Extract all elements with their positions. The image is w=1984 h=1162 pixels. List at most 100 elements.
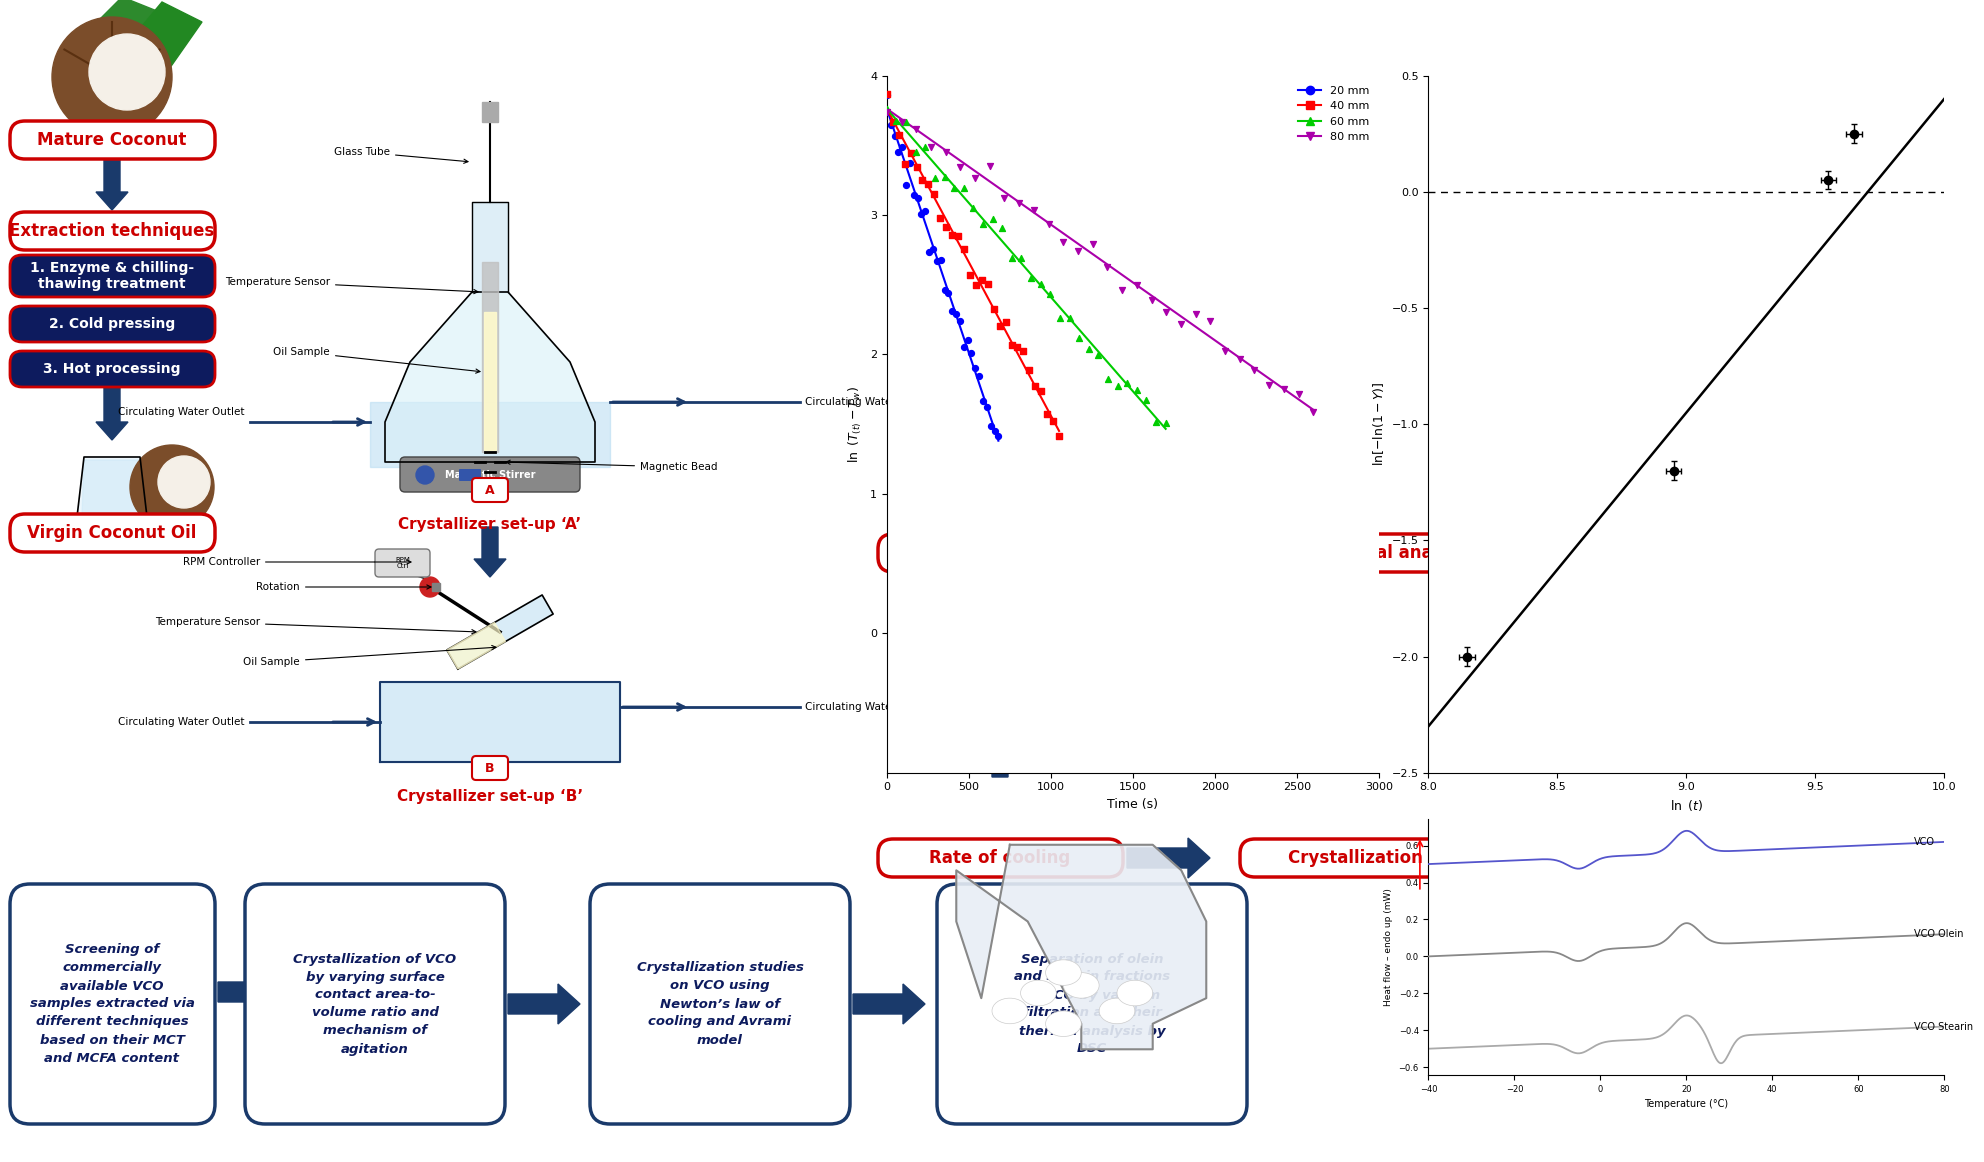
Point <box>903 188 934 207</box>
Legend: 20 mm, 40 mm, 60 mm, 80 mm: 20 mm, 40 mm, 60 mm, 80 mm <box>1294 81 1373 146</box>
Point <box>974 416 1006 435</box>
Point <box>1038 413 1069 431</box>
Point <box>1135 292 1167 310</box>
Text: Thermal analysis: Thermal analysis <box>1315 544 1474 562</box>
FancyBboxPatch shape <box>375 548 431 578</box>
Point <box>930 143 962 162</box>
Polygon shape <box>381 682 619 762</box>
Text: Virgin Coconut Oil: Virgin Coconut Oil <box>28 524 196 541</box>
Text: Temperature Sensor: Temperature Sensor <box>155 617 476 633</box>
Point <box>1083 346 1115 365</box>
Text: A: A <box>486 483 494 496</box>
Point <box>901 143 932 162</box>
FancyBboxPatch shape <box>10 211 214 250</box>
Point <box>1151 302 1182 321</box>
Point <box>1004 194 1036 213</box>
Point <box>978 422 1010 440</box>
Point <box>1101 376 1133 395</box>
Circle shape <box>417 466 434 485</box>
Text: B: B <box>486 761 494 775</box>
FancyBboxPatch shape <box>589 884 849 1124</box>
Point <box>901 158 932 177</box>
Polygon shape <box>369 402 609 467</box>
Point <box>919 185 950 203</box>
Point <box>1180 304 1212 323</box>
Point <box>972 275 1004 294</box>
FancyBboxPatch shape <box>244 884 506 1124</box>
Y-axis label: Heat flow – endo up (mW): Heat flow – endo up (mW) <box>1385 888 1393 1006</box>
Point <box>1111 373 1143 392</box>
Point <box>1131 390 1163 409</box>
Point <box>930 218 962 237</box>
Point <box>1141 413 1173 431</box>
Point <box>1026 382 1057 401</box>
Polygon shape <box>385 292 595 462</box>
Text: Rotation: Rotation <box>256 582 431 591</box>
Polygon shape <box>111 2 202 72</box>
Polygon shape <box>482 261 498 452</box>
Point <box>1091 258 1123 277</box>
Point <box>1151 414 1182 432</box>
Text: Crystallization kinetics: Crystallization kinetics <box>1288 849 1502 867</box>
Point <box>881 112 913 130</box>
Circle shape <box>421 578 440 597</box>
Polygon shape <box>853 984 925 1024</box>
Point <box>956 344 988 363</box>
Point <box>929 280 960 299</box>
Point <box>996 249 1028 267</box>
Point <box>1026 274 1057 293</box>
Text: Circulating Water Inlet: Circulating Water Inlet <box>806 702 923 712</box>
X-axis label: Temperature (°C): Temperature (°C) <box>1645 1099 1728 1109</box>
Text: Crystallizer set-up ‘B’: Crystallizer set-up ‘B’ <box>397 789 583 804</box>
Point <box>1121 381 1153 400</box>
Circle shape <box>159 456 210 508</box>
Point <box>1006 249 1038 267</box>
Point <box>909 137 940 156</box>
Circle shape <box>89 34 165 110</box>
Bar <box>433 583 440 591</box>
Text: Crystallization studies: Crystallization studies <box>895 544 1105 562</box>
Point <box>964 367 996 386</box>
Text: Extraction techniques: Extraction techniques <box>10 222 214 241</box>
FancyBboxPatch shape <box>1240 535 1550 572</box>
Text: Separation of olein
and stearin fractions
of VCO by vacuum
filtration and their
: Separation of olein and stearin fraction… <box>1014 953 1171 1055</box>
Polygon shape <box>472 202 508 292</box>
FancyBboxPatch shape <box>472 478 508 502</box>
FancyBboxPatch shape <box>879 839 1123 877</box>
Text: Screening of
commercially
available VCO
samples extracted via
different techniqu: Screening of commercially available VCO … <box>30 944 194 1064</box>
Text: Crystallization studies
on VCO using
Newton’s law of
cooling and Avrami
model: Crystallization studies on VCO using New… <box>637 961 804 1047</box>
Point <box>1044 309 1075 328</box>
Point <box>901 120 932 138</box>
Text: Oil Sample: Oil Sample <box>244 645 496 667</box>
Text: Oil Sample: Oil Sample <box>274 347 480 373</box>
Polygon shape <box>95 159 129 210</box>
Point <box>1284 385 1315 403</box>
Polygon shape <box>62 0 173 67</box>
Point <box>925 250 956 268</box>
Point <box>938 179 970 198</box>
FancyBboxPatch shape <box>10 884 214 1124</box>
Point <box>970 399 1002 417</box>
Text: RPM
Ctrl: RPM Ctrl <box>395 557 411 569</box>
Circle shape <box>131 445 214 529</box>
Polygon shape <box>474 528 506 578</box>
Point <box>1254 375 1286 394</box>
Point <box>891 175 923 194</box>
Point <box>948 179 980 198</box>
FancyBboxPatch shape <box>10 306 214 342</box>
Point <box>978 300 1010 318</box>
Point <box>986 218 1018 237</box>
Point <box>952 330 984 349</box>
Point <box>1061 242 1093 260</box>
Polygon shape <box>95 387 129 440</box>
Point <box>1077 235 1109 253</box>
Point <box>996 336 1028 354</box>
Text: Crystallization of VCO
by varying surface
contact area-to-
volume ratio and
mech: Crystallization of VCO by varying surfac… <box>294 953 456 1055</box>
Polygon shape <box>508 984 579 1024</box>
Point <box>1032 404 1063 423</box>
Point <box>915 137 946 156</box>
Polygon shape <box>984 572 1016 777</box>
Point <box>921 251 952 270</box>
Point <box>974 157 1006 175</box>
Point <box>1002 338 1034 357</box>
